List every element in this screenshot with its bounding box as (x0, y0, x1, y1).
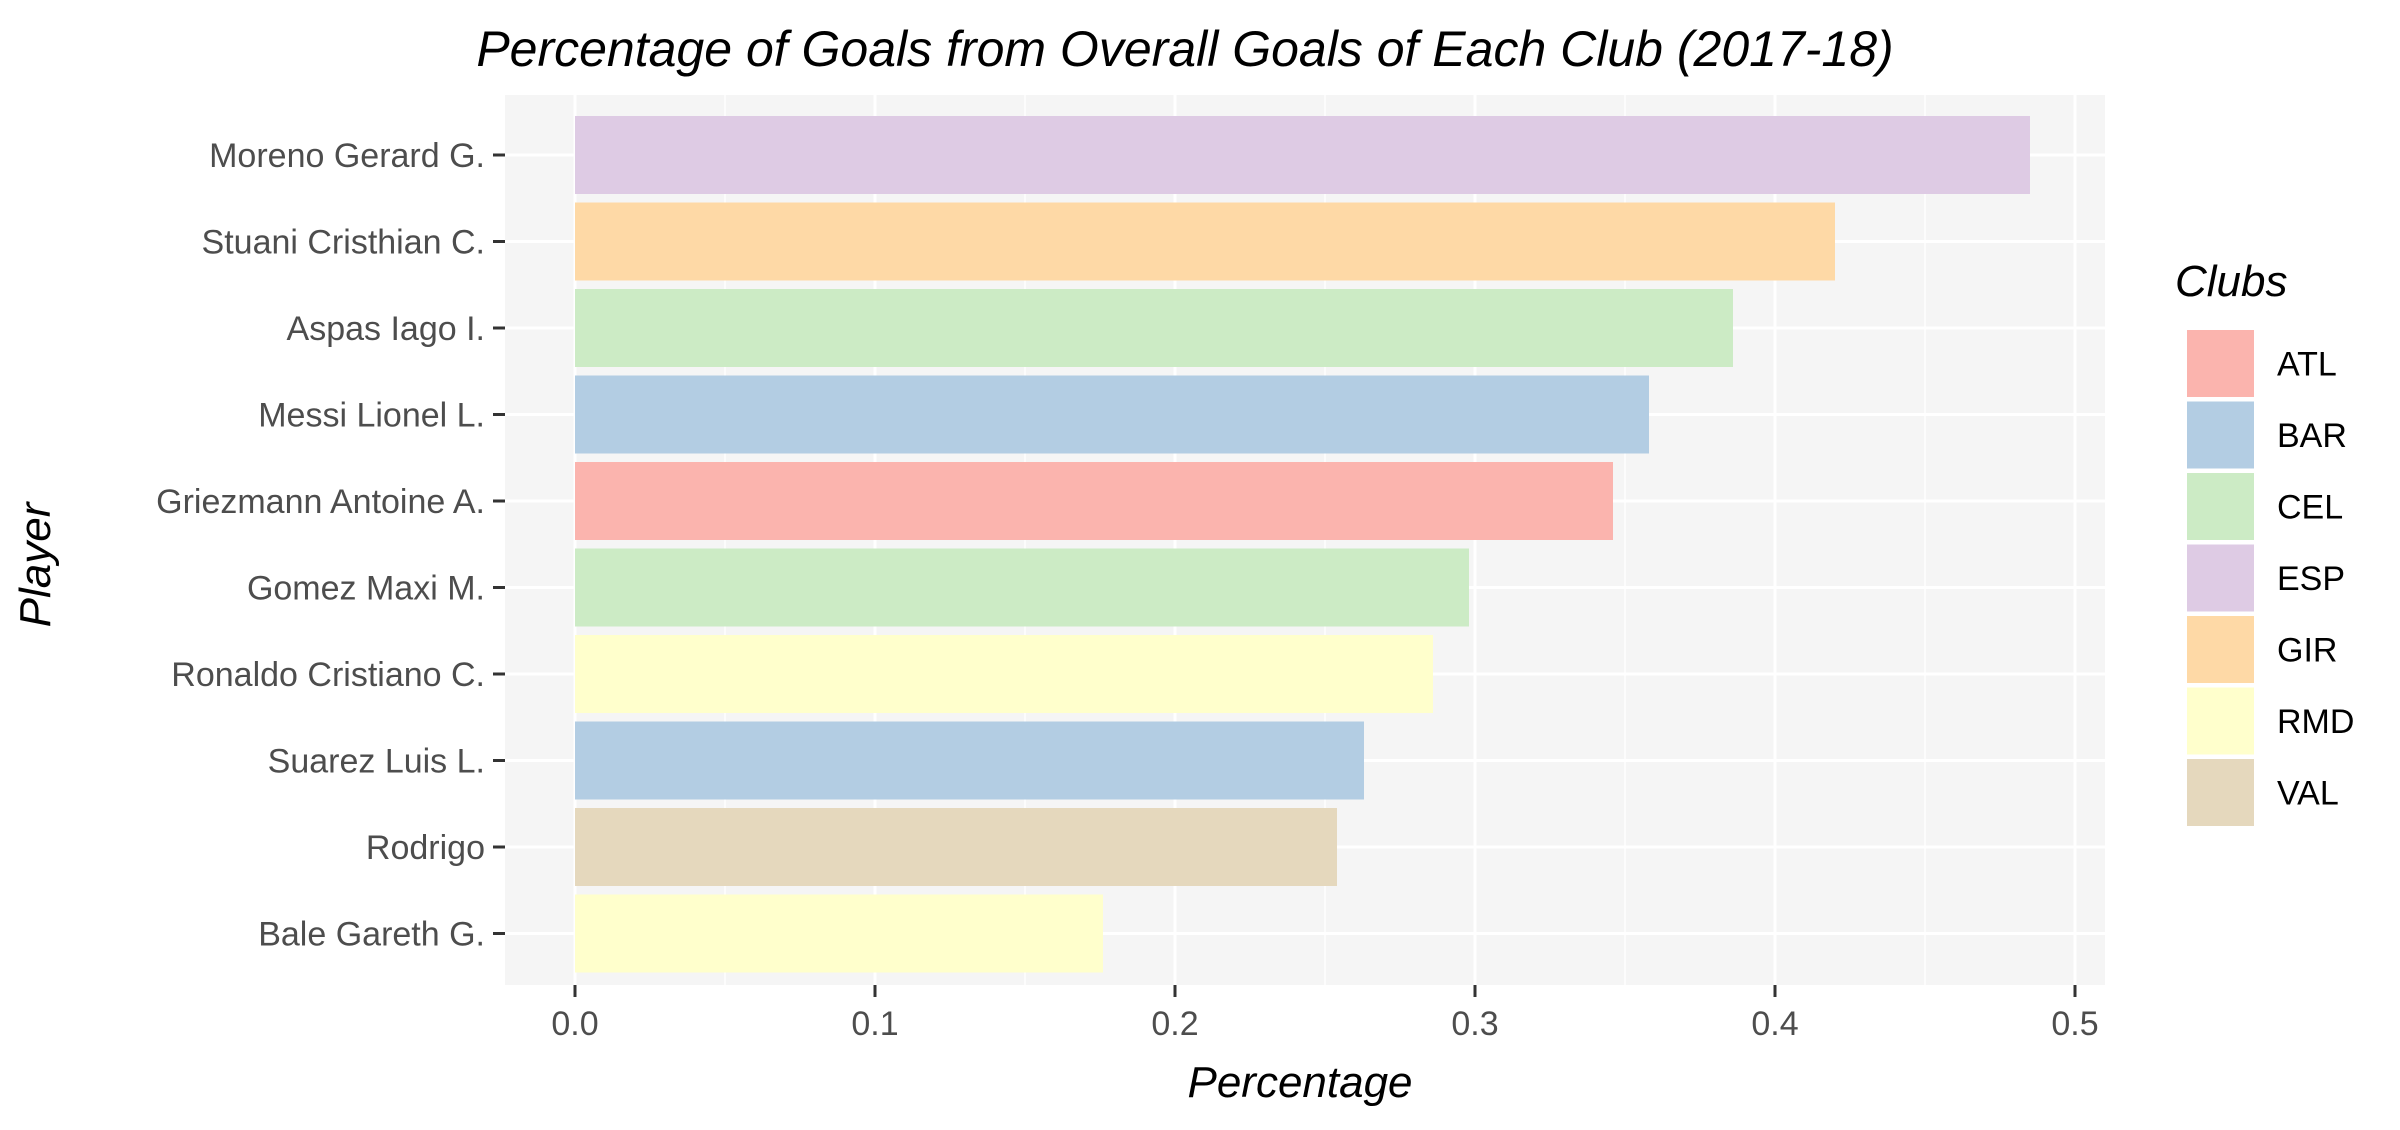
bar-rmd (575, 894, 1103, 973)
legend-label: GIR (2277, 632, 2337, 670)
x-tick-label: 0.0 (551, 1005, 598, 1043)
legend-items: ATL BAR CEL ESP GIR RMD VAL (2187, 330, 2354, 826)
legend-key-bar (2187, 401, 2254, 469)
bar-cel (575, 548, 1469, 627)
y-tick-label: Rodrigo (366, 829, 485, 867)
bar-val (575, 808, 1337, 886)
x-tick-label: 0.3 (1451, 1005, 1498, 1043)
bar-atl (575, 462, 1613, 540)
legend-title: Clubs (2175, 257, 2288, 306)
chart-title: Percentage of Goals from Overall Goals o… (476, 21, 1893, 77)
legend-key-rmd (2187, 687, 2254, 755)
legend-key-atl (2187, 330, 2254, 397)
x-axis-title: Percentage (1187, 1058, 1412, 1107)
y-tick-label: Moreno Gerard G. (209, 137, 485, 175)
bar-gir (575, 202, 1835, 281)
x-axis: 0.0 0.1 0.2 0.3 0.4 0.5 (551, 985, 2099, 1043)
y-tick-label: Stuani Cristhian C. (202, 224, 485, 262)
y-tick-label: Messi Lionel L. (258, 397, 485, 435)
legend-key-cel (2187, 473, 2254, 540)
legend-label: BAR (2277, 417, 2347, 455)
x-tick-label: 0.5 (2051, 1005, 2098, 1043)
bar-rmd (575, 635, 1433, 713)
y-tick-label: Gomez Maxi M. (247, 570, 485, 608)
x-tick-label: 0.4 (1751, 1005, 1798, 1043)
legend-key-val (2187, 759, 2254, 826)
x-tick-label: 0.2 (1151, 1005, 1198, 1043)
bar-cel (575, 289, 1733, 367)
legend-label: CEL (2277, 489, 2343, 527)
y-tick-label: Bale Gareth G. (258, 916, 485, 954)
legend-label: ESP (2277, 560, 2345, 598)
legend-key-esp (2187, 544, 2254, 612)
legend-label: ATL (2277, 346, 2337, 384)
y-tick-label: Suarez Luis L. (268, 743, 485, 781)
legend-label: RMD (2277, 703, 2354, 741)
bar-esp (575, 116, 2030, 194)
bars (575, 116, 2030, 973)
y-tick-label: Ronaldo Cristiano C. (171, 656, 485, 694)
legend-key-gir (2187, 616, 2254, 683)
bar-bar (575, 721, 1364, 800)
x-tick-label: 0.1 (851, 1005, 898, 1043)
legend-label: VAL (2277, 775, 2339, 813)
y-axis-title: Player (11, 500, 60, 627)
y-axis: Moreno Gerard G. Stuani Cristhian C. Aspas… (156, 137, 505, 954)
y-tick-label: Aspas Iago I. (287, 310, 485, 348)
legend: Clubs ATL BAR CEL ESP GIR RMD VAL (2175, 257, 2354, 826)
y-tick-label: Griezmann Antoine A. (156, 483, 485, 521)
bar-bar (575, 375, 1649, 454)
